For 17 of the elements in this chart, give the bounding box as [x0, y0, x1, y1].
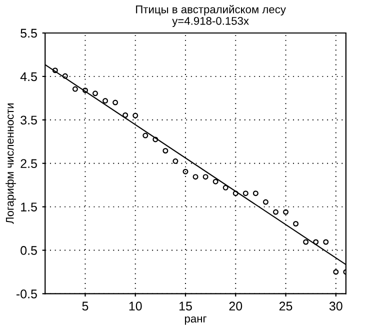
y-tick-label: 4.5: [20, 72, 37, 82]
y-tick-label: 1.5: [21, 202, 37, 212]
x-tick-label: 15: [179, 302, 192, 311]
chart-title: Птицы в австралийском лесу: [136, 4, 286, 16]
y-tick-label: 0.5: [20, 246, 37, 255]
y-axis-title: Логарифм численности: [6, 104, 16, 224]
x-tick-label: 30: [329, 302, 342, 311]
y-tick-label: 3.5: [20, 116, 37, 125]
x-tick-label: 20: [229, 302, 242, 311]
y-tick-label: 5.5: [20, 28, 37, 38]
y-tick-label: -0.5: [16, 290, 37, 298]
x-tick-label: 10: [129, 302, 142, 311]
y-tick-label: 2.5: [20, 159, 37, 168]
x-axis-title: ранг: [184, 316, 206, 325]
x-tick-label: 5: [82, 302, 88, 311]
chart-subtitle: y=4.918-0.153x: [172, 16, 249, 28]
x-tick-label: 25: [279, 302, 292, 311]
